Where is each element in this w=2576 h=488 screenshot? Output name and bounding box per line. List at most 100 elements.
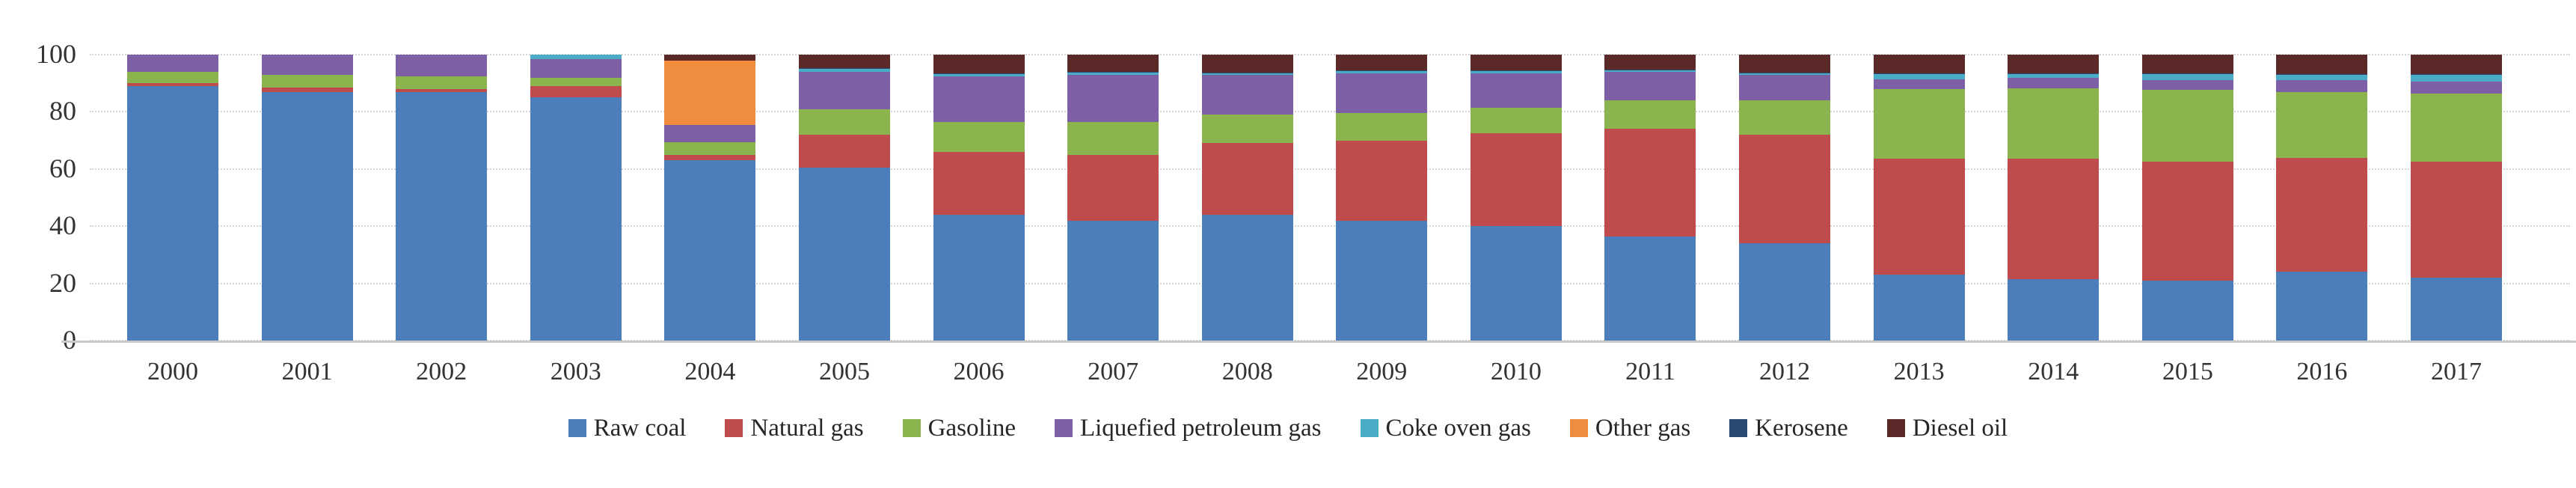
legend-label: Natural gas: [750, 415, 864, 442]
y-axis-tick-label: 20: [49, 267, 76, 298]
x-axis-tick-label: 2005: [818, 358, 870, 385]
x-axis-tick-label: 2014: [2028, 358, 2079, 385]
bar-segment-natural-gas: [1201, 143, 1293, 215]
x-axis-tick-label: 2006: [953, 358, 1005, 385]
bar-segment-diesel-oil: [1336, 55, 1428, 71]
bar-segment-raw-coal: [127, 86, 218, 341]
bar-2014: [2008, 55, 2100, 341]
bar-segment-diesel-oil: [2008, 55, 2100, 73]
legend-swatch-icon: [725, 419, 743, 437]
bar-2001: [261, 55, 353, 341]
bar-2008: [1201, 55, 1293, 341]
bar-segment-natural-gas: [1067, 154, 1159, 221]
bar-segment-gasoline: [530, 77, 622, 87]
x-axis-tick-label: 2003: [550, 358, 601, 385]
bar-segment-diesel-oil: [1739, 55, 1831, 73]
legend-item-kerosene: Kerosene: [1729, 413, 1848, 443]
bar-segment-gasoline: [1336, 113, 1428, 141]
bar-segment-coke-oven-gas: [933, 73, 1025, 76]
bar-2007: [1067, 55, 1159, 341]
bar-segment-gasoline: [1604, 100, 1696, 129]
bar-segment-gasoline: [1201, 115, 1293, 144]
bar-segment-kerosene: [1336, 70, 1428, 71]
x-axis-tick-label: 2017: [2430, 358, 2482, 385]
bar-segment-raw-coal: [2008, 278, 2100, 341]
bar-segment-liquefied-petroleum-gas: [664, 124, 756, 142]
bar-segment-natural-gas: [1873, 159, 1965, 275]
bar-segment-gasoline: [2141, 90, 2233, 162]
bar-segment-diesel-oil: [798, 55, 890, 69]
y-axis-tick-label: 80: [49, 96, 76, 126]
bar-segment-diesel-oil: [2410, 55, 2502, 74]
legend-swatch-icon: [1360, 419, 1379, 437]
bar-segment-raw-coal: [1067, 220, 1159, 341]
bar-segment-kerosene: [2141, 73, 2233, 75]
bar-2009: [1336, 55, 1428, 341]
y-axis-tick-label: 100: [36, 39, 76, 69]
bar-segment-gasoline: [2008, 88, 2100, 159]
bar-segment-coke-oven-gas: [1201, 73, 1293, 75]
x-axis-tick-label: 2001: [281, 358, 333, 385]
bar-segment-diesel-oil: [1201, 55, 1293, 73]
bar-segment-gasoline: [396, 76, 488, 89]
gridline-100: [90, 54, 2570, 55]
bar-segment-liquefied-petroleum-gas: [2410, 82, 2502, 94]
bar-segment-natural-gas: [1470, 133, 1562, 227]
legend-label: Coke oven gas: [1385, 415, 1531, 442]
legend-item-diesel-oil: Diesel oil: [1886, 413, 2008, 443]
legend-label: Gasoline: [927, 415, 1016, 442]
bar-segment-raw-coal: [1201, 214, 1293, 341]
x-axis-tick-label: 2009: [1356, 358, 1408, 385]
bar-segment-liquefied-petroleum-gas: [2008, 78, 2100, 88]
legend-label: Kerosene: [1755, 415, 1848, 442]
bar-segment-kerosene: [2276, 73, 2368, 75]
bar-segment-raw-coal: [1873, 275, 1965, 341]
legend-label: Raw coal: [593, 415, 687, 442]
x-axis-tick-label: 2000: [147, 358, 198, 385]
bar-segment-raw-coal: [798, 167, 890, 341]
bar-segment-coke-oven-gas: [2276, 74, 2368, 81]
legend-item-other-gas: Other gas: [1569, 413, 1690, 443]
bar-segment-kerosene: [2410, 73, 2502, 75]
bar-segment-coke-oven-gas: [1739, 73, 1831, 75]
bar-segment-gasoline: [2410, 93, 2502, 162]
bar-segment-coke-oven-gas: [798, 69, 890, 72]
x-axis-tick-label: 2013: [1893, 358, 1945, 385]
bar-segment-natural-gas: [127, 83, 218, 87]
bar-2015: [2141, 55, 2233, 341]
bar-segment-natural-gas: [1604, 129, 1696, 237]
legend-item-coke-oven-gas: Coke oven gas: [1360, 413, 1531, 443]
bar-segment-raw-coal: [2410, 277, 2502, 341]
x-axis-tick-label: 2012: [1759, 358, 1811, 385]
bar-segment-liquefied-petroleum-gas: [2141, 80, 2233, 91]
bar-segment-coke-oven-gas: [1336, 70, 1428, 73]
x-axis-tick-label: 2010: [1490, 358, 1542, 385]
legend-swatch-icon: [902, 419, 921, 437]
bar-2010: [1470, 55, 1562, 341]
bar-2012: [1739, 55, 1831, 341]
x-axis-tick-label: 2011: [1625, 358, 1675, 385]
legend-swatch-icon: [1729, 419, 1748, 437]
bar-segment-gasoline: [261, 74, 353, 88]
bar-segment-natural-gas: [933, 151, 1025, 215]
bar-2005: [798, 55, 890, 341]
legend-label: Liquefied petroleum gas: [1079, 415, 1322, 442]
bar-segment-liquefied-petroleum-gas: [127, 55, 218, 72]
bar-segment-gasoline: [798, 109, 890, 135]
y-axis-tick-label: 40: [49, 210, 76, 241]
bar-segment-raw-coal: [261, 91, 353, 341]
bar-segment-gasoline: [1470, 107, 1562, 134]
x-axis-line: [61, 341, 2576, 343]
legend-item-gasoline: Gasoline: [902, 413, 1016, 443]
bar-segment-liquefied-petroleum-gas: [1201, 74, 1293, 115]
bar-segment-liquefied-petroleum-gas: [2276, 80, 2368, 92]
bar-2003: [530, 55, 622, 341]
bar-2013: [1873, 55, 1965, 341]
bar-segment-liquefied-petroleum-gas: [933, 76, 1025, 122]
bar-segment-natural-gas: [2008, 159, 2100, 279]
x-axis-tick-label: 2004: [684, 358, 736, 385]
bar-segment-other-gas: [664, 60, 756, 125]
bar-segment-raw-coal: [2141, 280, 2233, 341]
bar-segment-natural-gas: [2141, 161, 2233, 281]
